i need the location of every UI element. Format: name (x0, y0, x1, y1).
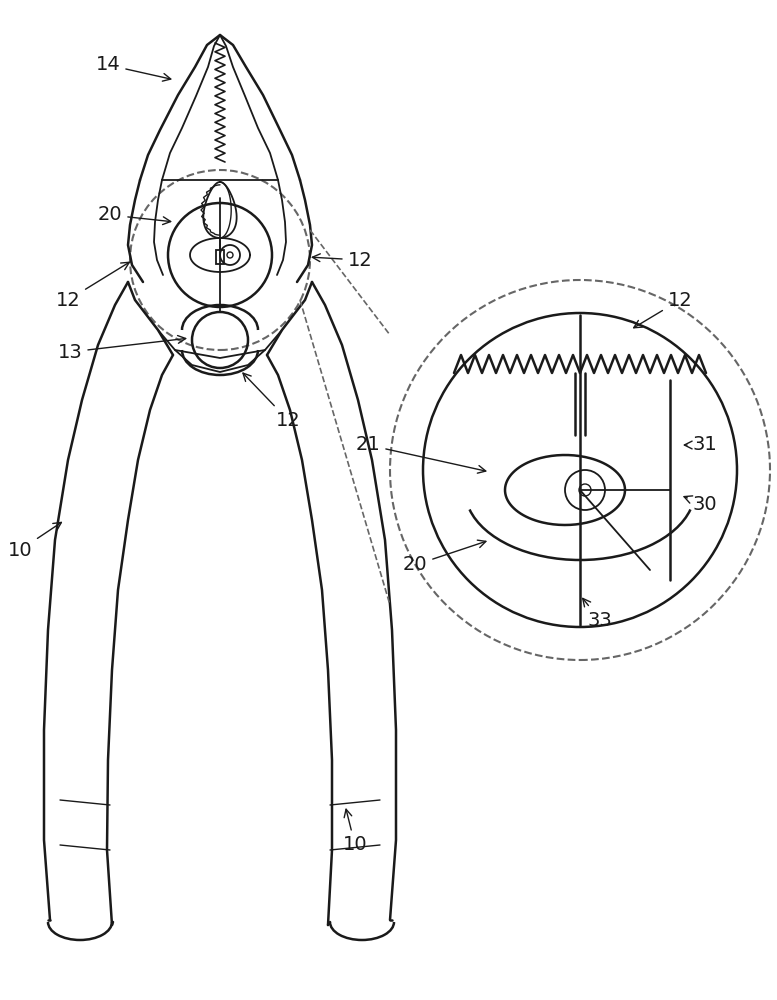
Bar (216, 250, 224, 264)
Text: 21: 21 (356, 436, 486, 473)
Circle shape (227, 252, 233, 258)
Text: 10: 10 (8, 522, 61, 560)
Text: 10: 10 (343, 809, 368, 854)
Text: 12: 12 (634, 290, 692, 328)
Text: 20: 20 (402, 540, 486, 574)
Text: 13: 13 (57, 336, 186, 361)
Text: 12: 12 (56, 262, 129, 310)
Text: 12: 12 (243, 373, 301, 430)
Circle shape (579, 484, 591, 496)
Text: 31: 31 (685, 436, 717, 454)
Text: 20: 20 (98, 206, 171, 225)
Text: 30: 30 (684, 495, 717, 514)
Text: 12: 12 (312, 250, 372, 269)
Text: 33: 33 (583, 598, 612, 630)
Text: 14: 14 (96, 55, 171, 81)
